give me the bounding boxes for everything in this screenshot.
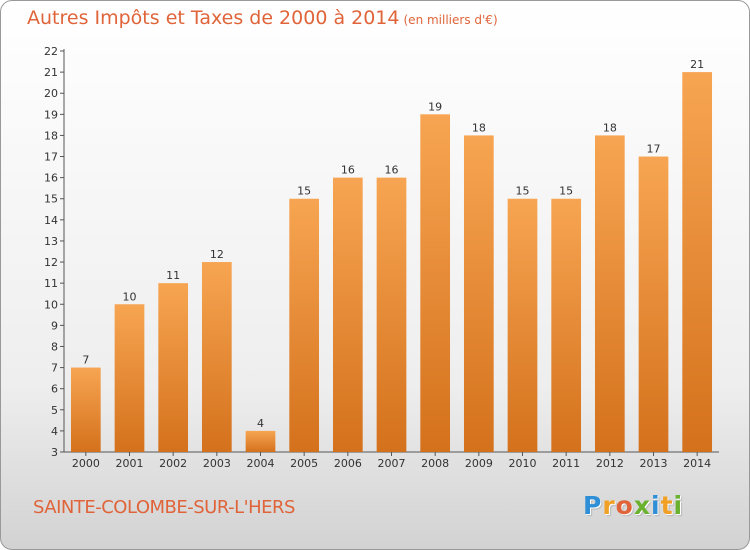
bar-2012[interactable]: [594, 135, 625, 452]
y-tick-label: 11: [44, 277, 58, 290]
y-tick-label: 17: [44, 151, 58, 164]
x-tick-label: 2006: [334, 457, 362, 470]
x-tick-label: 2007: [378, 457, 406, 470]
data-label: 15: [297, 185, 311, 198]
bar-2004[interactable]: [245, 430, 276, 452]
bar-2013[interactable]: [638, 156, 669, 453]
data-label: 18: [603, 121, 617, 134]
logo-letter: x: [633, 491, 651, 520]
x-tick-label: 2004: [247, 457, 275, 470]
logo-letter: t: [660, 491, 674, 520]
y-tick-label: 22: [44, 45, 58, 58]
x-tick-label: 2011: [552, 457, 580, 470]
bar-2008[interactable]: [420, 114, 451, 452]
bar-2000[interactable]: [70, 367, 101, 452]
y-tick-label: 20: [44, 87, 58, 100]
bar-2007[interactable]: [376, 177, 407, 452]
logo-letter: i: [651, 491, 661, 520]
y-tick-label: 13: [44, 235, 58, 248]
x-tick-label: 2001: [116, 457, 144, 470]
x-tick-label: 2009: [465, 457, 493, 470]
chart-subtitle: (en milliers d'€): [403, 13, 498, 27]
bar-2006[interactable]: [332, 177, 363, 452]
bar-2009[interactable]: [463, 135, 494, 452]
y-tick-label: 18: [44, 129, 58, 142]
x-tick-label: 2008: [421, 457, 449, 470]
y-tick-label: 12: [44, 256, 58, 269]
x-tick-label: 2003: [203, 457, 231, 470]
y-tick-label: 15: [44, 193, 58, 206]
y-tick-label: 7: [51, 362, 58, 375]
data-label: 18: [472, 121, 486, 134]
y-tick-label: 6: [51, 383, 58, 396]
x-tick-label: 2005: [290, 457, 318, 470]
bar-2011[interactable]: [551, 198, 582, 452]
data-label: 16: [385, 164, 399, 177]
data-label: 17: [647, 143, 661, 156]
logo-letter: r: [602, 491, 616, 520]
bar-2014[interactable]: [682, 72, 713, 453]
x-tick-label: 2013: [640, 457, 668, 470]
y-tick-label: 10: [44, 298, 58, 311]
y-tick-label: 4: [51, 425, 58, 438]
chart-title-text: Autres Impôts et Taxes de 2000 à 2014: [27, 7, 400, 29]
bar-2005[interactable]: [289, 198, 320, 452]
y-tick-label: 8: [51, 340, 58, 353]
bar-2002[interactable]: [158, 283, 189, 452]
data-label: 12: [210, 248, 224, 261]
y-tick-label: 16: [44, 172, 58, 185]
x-tick-label: 2000: [72, 457, 100, 470]
x-tick-label: 2012: [596, 457, 624, 470]
data-label: 15: [516, 185, 530, 198]
data-label: 10: [123, 290, 137, 303]
bar-2003[interactable]: [201, 262, 232, 452]
data-label: 4: [257, 417, 264, 430]
y-tick-label: 14: [44, 214, 58, 227]
y-tick-label: 9: [51, 319, 58, 332]
x-tick-label: 2002: [159, 457, 187, 470]
place-name: SAINTE-COLOMBE-SUR-L'HERS: [33, 497, 295, 518]
logo-letter: i: [673, 491, 684, 520]
data-label: 11: [166, 269, 180, 282]
x-tick-label: 2010: [509, 457, 537, 470]
y-tick-label: 19: [44, 108, 58, 121]
bar-2010[interactable]: [507, 198, 538, 452]
x-tick-label: 2014: [683, 457, 711, 470]
logo-letter: o: [615, 491, 634, 520]
chart-title: Autres Impôts et Taxes de 2000 à 2014 (en…: [27, 7, 498, 29]
logo-letter: P: [583, 491, 603, 520]
y-tick-label: 5: [51, 404, 58, 417]
data-label: 19: [428, 100, 442, 113]
y-tick-label: 21: [44, 66, 58, 79]
bar-2001[interactable]: [114, 304, 145, 452]
data-label: 16: [341, 164, 355, 177]
y-tick-label: 3: [51, 446, 58, 459]
data-label: 7: [82, 354, 89, 367]
data-label: 15: [559, 185, 573, 198]
proxiti-logo[interactable]: Proxiti: [583, 491, 683, 520]
data-label: 21: [690, 58, 704, 71]
